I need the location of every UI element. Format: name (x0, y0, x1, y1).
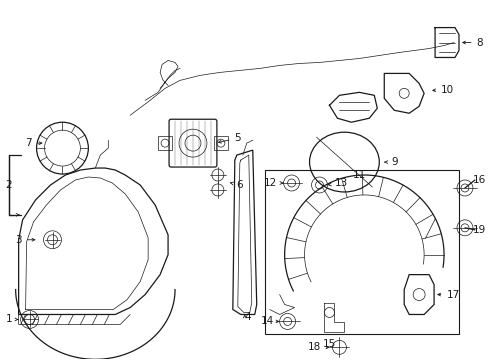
Text: 15: 15 (322, 339, 335, 349)
Text: 11: 11 (352, 170, 365, 180)
Text: 5: 5 (218, 133, 241, 143)
Bar (264, 170, 458, 334)
Text: 7: 7 (25, 138, 42, 148)
Text: 1: 1 (5, 314, 18, 324)
Text: 18: 18 (307, 342, 328, 352)
Text: 4: 4 (244, 312, 250, 323)
Text: 19: 19 (472, 225, 486, 235)
Bar (213, 136, 227, 150)
Text: 17: 17 (437, 289, 459, 300)
Text: 13: 13 (328, 178, 347, 188)
Bar (158, 136, 172, 150)
Text: 6: 6 (230, 180, 243, 190)
Text: 10: 10 (432, 85, 453, 95)
Text: 16: 16 (472, 175, 486, 185)
Text: 2: 2 (6, 180, 12, 190)
Text: 8: 8 (462, 37, 482, 48)
Text: 14: 14 (261, 316, 278, 327)
Text: 9: 9 (384, 157, 397, 167)
Text: 3: 3 (15, 235, 35, 245)
Text: 12: 12 (264, 178, 283, 188)
